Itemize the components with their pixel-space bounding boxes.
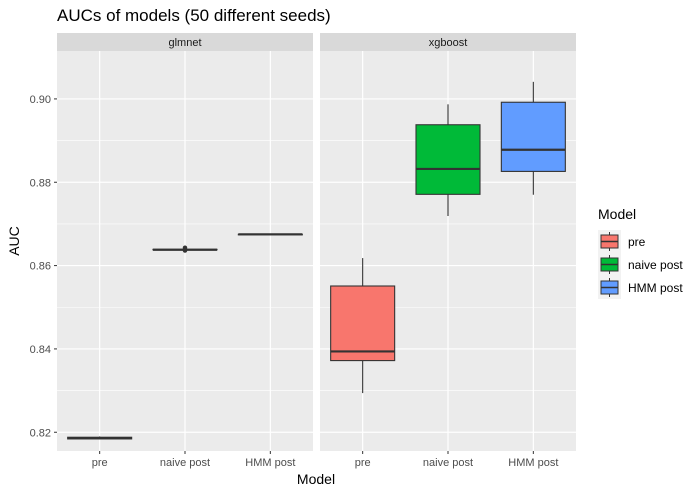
facet-strip-label: xgboost — [429, 37, 468, 49]
facet-strip — [320, 33, 576, 51]
y-tick-label: 0.84 — [30, 344, 51, 356]
legend-item-HMM-post: HMM post — [598, 276, 683, 299]
x-tick-label: pre — [355, 457, 371, 469]
box-naive-post — [415, 104, 481, 216]
facet-strip-label: glmnet — [168, 37, 201, 49]
x-axis-title: Model — [297, 471, 335, 487]
legend-label: pre — [628, 235, 646, 249]
box-HMM-post — [500, 81, 566, 195]
box-body — [415, 124, 481, 195]
panel-glmnet: glmnet — [57, 33, 313, 451]
x-tick-label: naive post — [160, 457, 210, 469]
x-tick-label: HMM post — [245, 457, 295, 469]
box-body — [330, 285, 396, 362]
x-tick-label: naive post — [423, 457, 473, 469]
box-pre — [330, 258, 396, 394]
x-tick-label: pre — [92, 457, 108, 469]
x-axis: pre naive post HMM post pre naive post HMM po… — [92, 451, 558, 469]
box-pre — [67, 436, 133, 440]
y-axis: 0.82 0.84 0.86 0.88 0.90 — [30, 94, 57, 439]
legend-label: naive post — [628, 258, 683, 272]
facet-panels: glmnet xgboost — [57, 33, 576, 451]
box-body — [500, 101, 566, 172]
legend: Model pre naive post HMM post — [598, 206, 683, 299]
legend-label: HMM post — [628, 281, 683, 295]
y-axis-title: AUC — [6, 226, 22, 256]
x-tick-label: HMM post — [508, 457, 558, 469]
y-tick-label: 0.86 — [30, 261, 51, 273]
facet-strip — [57, 33, 313, 51]
box-HMM-post — [237, 233, 303, 236]
box-naive-post — [152, 245, 218, 253]
chart-title: AUCs of models (50 different seeds) — [57, 6, 331, 25]
panel-xgboost: xgboost — [320, 33, 576, 451]
legend-item-pre: pre — [598, 230, 646, 253]
y-tick-label: 0.90 — [30, 94, 51, 106]
outlier-point — [182, 245, 188, 250]
legend-title: Model — [598, 206, 636, 222]
legend-items: pre naive post HMM post — [598, 230, 683, 299]
legend-item-naive-post: naive post — [598, 253, 683, 276]
y-tick-label: 0.82 — [30, 427, 51, 439]
y-tick-label: 0.88 — [30, 177, 51, 189]
